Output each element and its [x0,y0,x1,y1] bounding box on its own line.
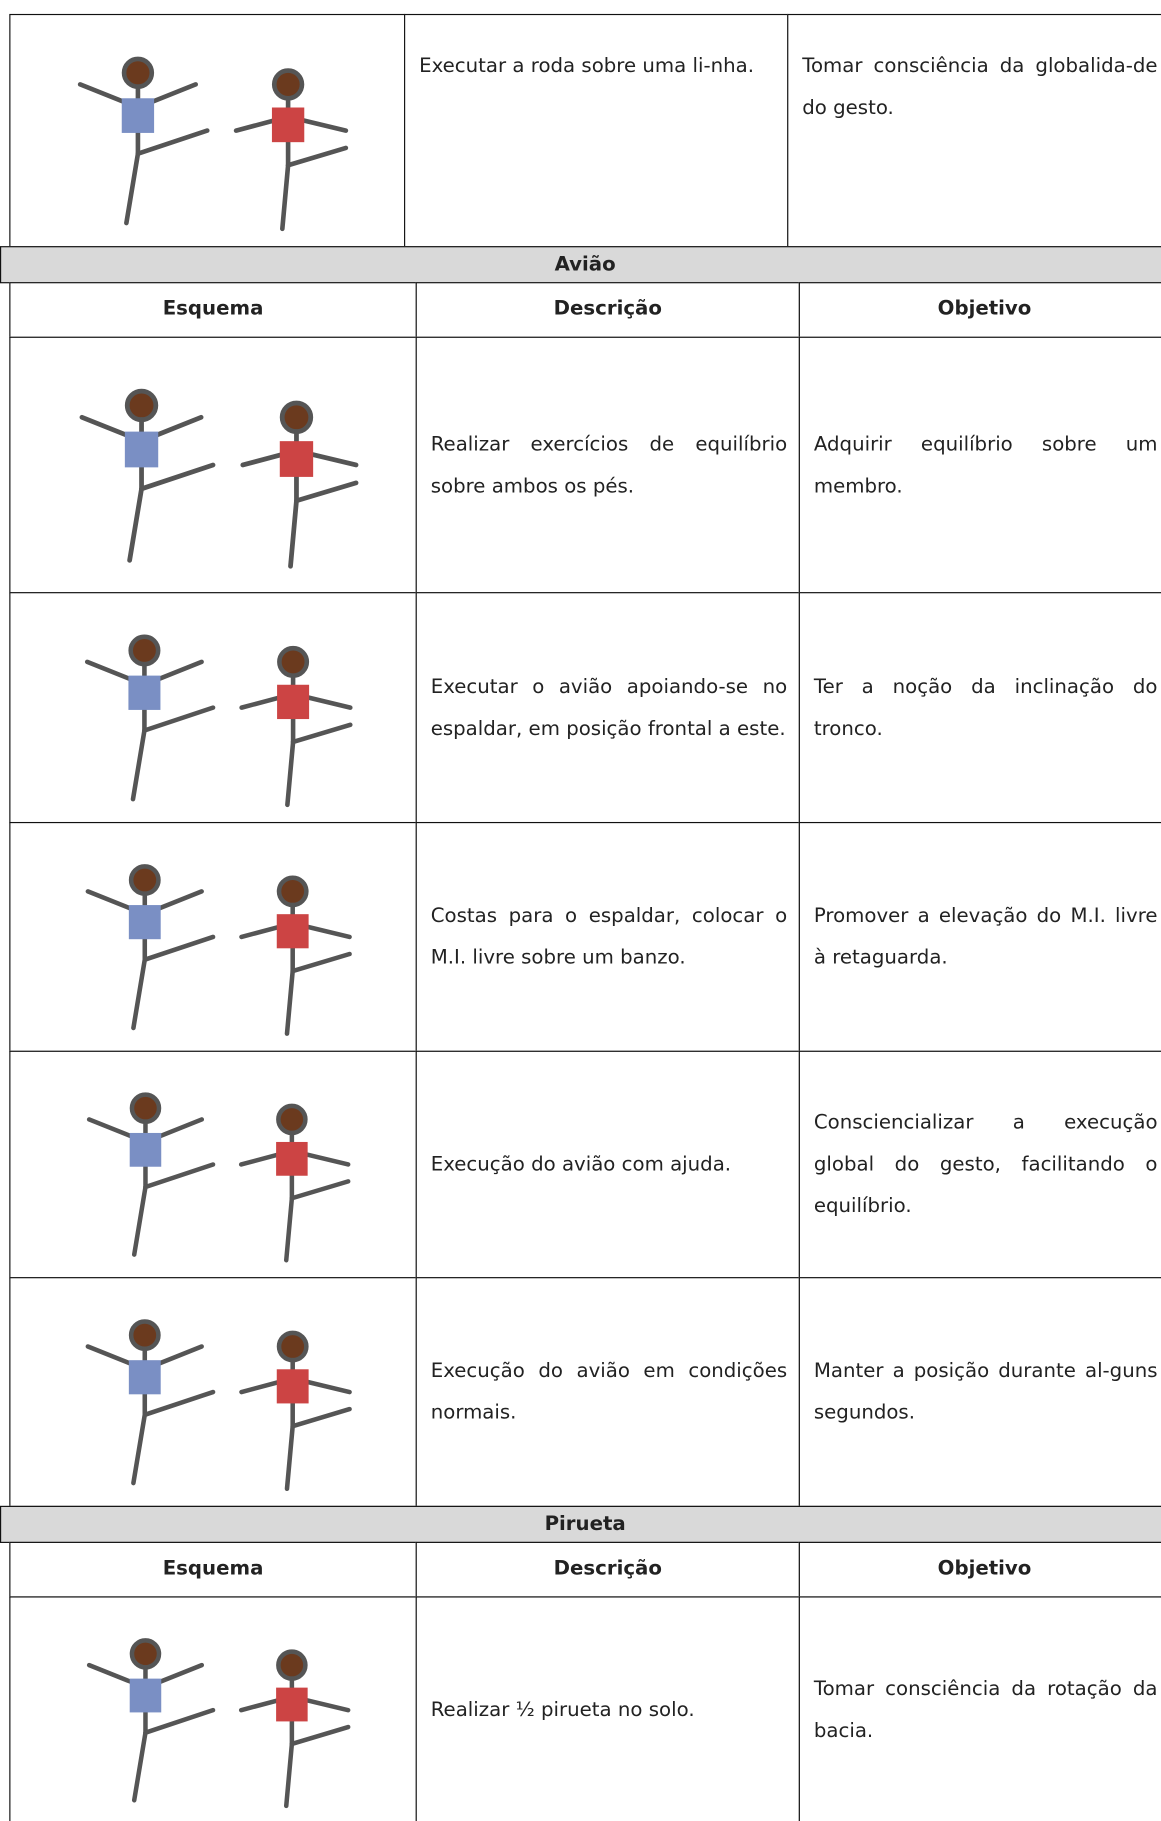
cell-text: Tomar consciência da globalida-de do ges… [802,54,1158,120]
cell-text: Realizar ½ pirueta no solo. [430,1698,695,1722]
image-cell [9,336,417,594]
illustration [77,56,349,232]
image-cell [9,1277,417,1507]
description-cell: Execução do avião com ajuda. [415,1050,800,1279]
objective-cell: Ter a noção da inclinação do tronco. [798,592,1161,824]
illustration [79,388,359,569]
column-header: Objetivo [798,1541,1161,1598]
illustration [84,634,353,808]
image-cell [9,592,417,824]
image-cell [9,13,406,248]
section-title: Pirueta [0,1505,1161,1543]
illustration [86,1092,351,1263]
cell-text: Ter a noção da inclinação do tronco. [813,675,1158,741]
cell-text: Manter a posição durante al-guns segundo… [813,1359,1158,1425]
description-cell: Realizar ½ pirueta no solo. [415,1596,800,1821]
cell-text: Promover a elevação do M.I. livre à reta… [813,904,1158,970]
illustration [85,864,352,1036]
column-header: Esquema [9,1541,417,1598]
cell-text: Tomar consciência da rotação da bacia. [813,1677,1158,1743]
objective-cell: Adquirir equilíbrio sobre um membro. [798,336,1161,594]
column-header: Objetivo [798,282,1161,338]
cell-text: Execução do avião em condições normais. [430,1359,788,1425]
image-cell [9,821,417,1052]
objective-cell: Consciencializar a execução global do ge… [798,1050,1161,1279]
cell-text: Executar a roda sobre uma li-nha. [419,54,754,78]
column-header: Descrição [415,1541,800,1598]
description-cell: Costas para o espaldar, colocar o M.I. l… [415,821,800,1052]
column-header: Esquema [9,282,417,338]
objective-cell: Manter a posição durante al-guns segundo… [798,1277,1161,1507]
description-cell: Realizar exercícios de equilíbrio sobre … [415,336,800,594]
description-cell: Execução do avião em condições normais. [415,1277,800,1507]
cell-text: Costas para o espaldar, colocar o M.I. l… [430,904,788,970]
cell-text: Consciencializar a execução global do ge… [813,1111,1158,1218]
description-cell: Executar a roda sobre uma li-nha. [404,13,789,248]
objective-cell: Tomar consciência da globalida-de do ges… [787,13,1161,248]
section-title: Avião [0,246,1161,284]
column-header: Descrição [415,282,800,338]
objective-cell: Promover a elevação do M.I. livre à reta… [798,821,1161,1052]
cell-text: Realizar exercícios de equilíbrio sobre … [430,432,788,498]
cell-text: Adquirir equilíbrio sobre um membro. [813,432,1158,498]
image-cell [9,1596,417,1821]
objective-cell: Tomar consciência da rotação da bacia. [798,1596,1161,1821]
illustration [86,1638,351,1809]
image-cell [9,1050,417,1279]
illustration [85,1319,352,1492]
description-cell: Executar o avião apoiando-se no espaldar… [415,592,800,824]
cell-text: Execução do avião com ajuda. [430,1152,732,1177]
cell-text: Executar o avião apoiando-se no espaldar… [430,675,788,741]
